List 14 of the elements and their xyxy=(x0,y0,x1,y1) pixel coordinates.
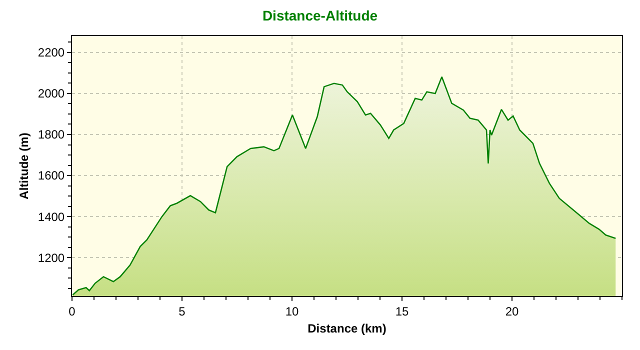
x-tick-label: 15 xyxy=(395,304,409,318)
y-tick-label: 1200 xyxy=(38,250,65,265)
x-tick-label: 0 xyxy=(68,304,76,318)
y-tick-label: 1600 xyxy=(38,168,65,183)
y-axis-title: Altitude (m) xyxy=(17,132,32,200)
y-tick-label: 1800 xyxy=(38,128,65,142)
x-tick-label: 5 xyxy=(178,304,186,318)
chart-title: Distance-Altitude xyxy=(262,8,378,24)
x-axis-title: Distance (km) xyxy=(308,321,386,336)
y-tick-label: 2000 xyxy=(38,86,65,101)
x-tick-label: 20 xyxy=(505,304,519,318)
y-tick-label: 1400 xyxy=(38,210,65,224)
x-tick-label: 10 xyxy=(285,304,299,318)
y-tick-label: 2200 xyxy=(38,46,65,60)
